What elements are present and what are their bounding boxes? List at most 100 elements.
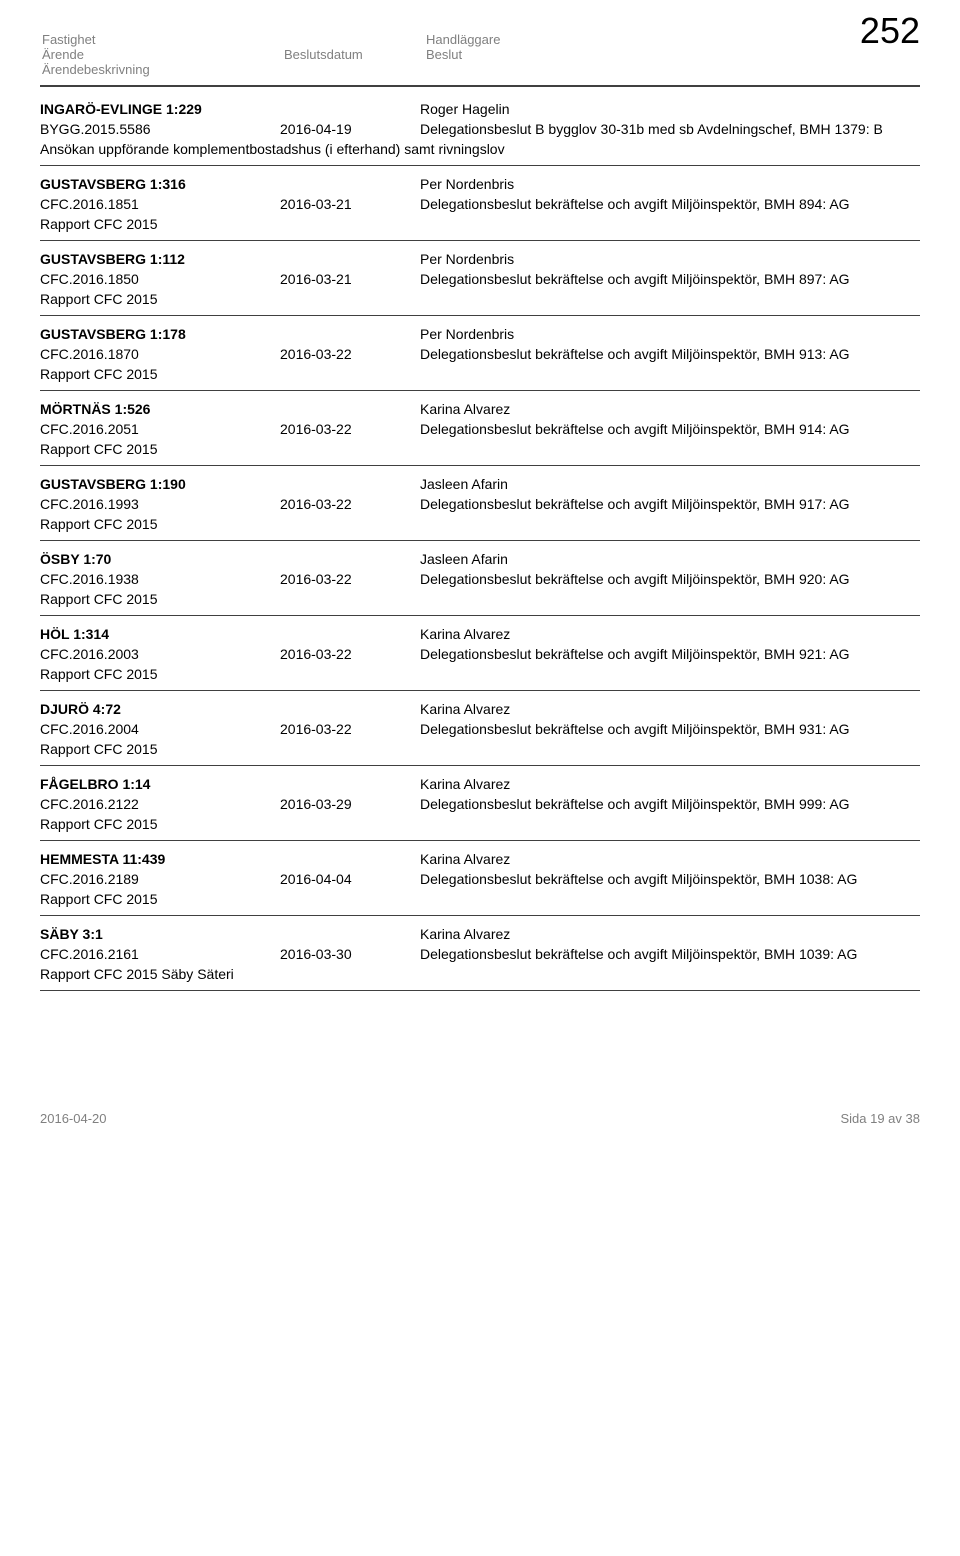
- entry: GUSTAVSBERG 1:178 Per Nordenbris CFC.201…: [40, 326, 920, 391]
- entry-decision: Delegationsbeslut bekräftelse och avgift…: [420, 346, 920, 362]
- entry-decision: Delegationsbeslut bekräftelse och avgift…: [420, 946, 920, 962]
- entry-date: 2016-03-22: [280, 721, 420, 737]
- entry-decision: Delegationsbeslut bekräftelse och avgift…: [420, 271, 920, 287]
- entry-description: Rapport CFC 2015: [40, 741, 920, 757]
- entry: HÖL 1:314 Karina Alvarez CFC.2016.2003 2…: [40, 626, 920, 691]
- entry-description: Rapport CFC 2015: [40, 441, 920, 457]
- entry-divider: [40, 990, 920, 991]
- header-arendebeskrivning: Ärendebeskrivning: [42, 62, 282, 77]
- entry-property: MÖRTNÄS 1:526: [40, 401, 420, 417]
- entry-date: 2016-03-22: [280, 421, 420, 437]
- entry-divider: [40, 840, 920, 841]
- entry-decision: Delegationsbeslut bekräftelse och avgift…: [420, 421, 920, 437]
- entry-property: SÄBY 3:1: [40, 926, 420, 942]
- entry-property: INGARÖ-EVLINGE 1:229: [40, 101, 420, 117]
- entry-property: GUSTAVSBERG 1:178: [40, 326, 420, 342]
- entry-property: FÅGELBRO 1:14: [40, 776, 420, 792]
- entry-decision: Delegationsbeslut bekräftelse och avgift…: [420, 196, 920, 212]
- entry: INGARÖ-EVLINGE 1:229 Roger Hagelin BYGG.…: [40, 101, 920, 166]
- entry-date: 2016-03-21: [280, 196, 420, 212]
- entry-divider: [40, 615, 920, 616]
- entry: DJURÖ 4:72 Karina Alvarez CFC.2016.2004 …: [40, 701, 920, 766]
- entry-description: Rapport CFC 2015: [40, 666, 920, 682]
- entry: HEMMESTA 11:439 Karina Alvarez CFC.2016.…: [40, 851, 920, 916]
- entry-date: 2016-03-22: [280, 571, 420, 587]
- entry: ÖSBY 1:70 Jasleen Afarin CFC.2016.1938 2…: [40, 551, 920, 616]
- entry-handler: Karina Alvarez: [420, 926, 920, 942]
- entry-case: CFC.2016.2161: [40, 946, 280, 962]
- entry-decision: Delegationsbeslut B bygglov 30-31b med s…: [420, 121, 920, 137]
- entry-handler: Roger Hagelin: [420, 101, 920, 117]
- entry-case: CFC.2016.2003: [40, 646, 280, 662]
- entry-divider: [40, 915, 920, 916]
- entry-handler: Karina Alvarez: [420, 776, 920, 792]
- entry-date: 2016-04-04: [280, 871, 420, 887]
- entry-decision: Delegationsbeslut bekräftelse och avgift…: [420, 496, 920, 512]
- entry-divider: [40, 240, 920, 241]
- entry-description: Ansökan uppförande komplementbostadshus …: [40, 141, 920, 157]
- entry-description: Rapport CFC 2015: [40, 216, 920, 232]
- entry-handler: Karina Alvarez: [420, 626, 920, 642]
- entry-decision: Delegationsbeslut bekräftelse och avgift…: [420, 796, 920, 812]
- entry-date: 2016-03-22: [280, 496, 420, 512]
- entry-case: CFC.2016.2004: [40, 721, 280, 737]
- entry-description: Rapport CFC 2015: [40, 891, 920, 907]
- entry-divider: [40, 315, 920, 316]
- entry-date: 2016-03-29: [280, 796, 420, 812]
- entry-description: Rapport CFC 2015: [40, 291, 920, 307]
- footer-date: 2016-04-20: [40, 1111, 107, 1126]
- entry-case: CFC.2016.1870: [40, 346, 280, 362]
- header-labels: Fastighet Ärende Ärendebeskrivning Beslu…: [40, 30, 920, 79]
- entry-description: Rapport CFC 2015 Säby Säteri: [40, 966, 920, 982]
- header-divider: [40, 85, 920, 87]
- entry-decision: Delegationsbeslut bekräftelse och avgift…: [420, 871, 920, 887]
- entry-property: GUSTAVSBERG 1:316: [40, 176, 420, 192]
- footer: 2016-04-20 Sida 19 av 38: [40, 1111, 920, 1126]
- entry-handler: Per Nordenbris: [420, 176, 920, 192]
- entry-case: CFC.2016.1993: [40, 496, 280, 512]
- header-fastighet: Fastighet: [42, 32, 282, 47]
- header-beslutsdatum: Beslutsdatum: [284, 47, 424, 62]
- entry-date: 2016-03-30: [280, 946, 420, 962]
- entry-handler: Jasleen Afarin: [420, 551, 920, 567]
- entry: GUSTAVSBERG 1:112 Per Nordenbris CFC.201…: [40, 251, 920, 316]
- entry-handler: Karina Alvarez: [420, 851, 920, 867]
- entry-divider: [40, 540, 920, 541]
- entry-handler: Karina Alvarez: [420, 401, 920, 417]
- entry-description: Rapport CFC 2015: [40, 816, 920, 832]
- entry-handler: Per Nordenbris: [420, 326, 920, 342]
- header-handlaggare: Handläggare: [426, 32, 918, 47]
- entry-decision: Delegationsbeslut bekräftelse och avgift…: [420, 721, 920, 737]
- entry-decision: Delegationsbeslut bekräftelse och avgift…: [420, 646, 920, 662]
- entry-divider: [40, 390, 920, 391]
- page-number: 252: [860, 10, 920, 52]
- entry-case: CFC.2016.2051: [40, 421, 280, 437]
- entry-case: CFC.2016.1850: [40, 271, 280, 287]
- entry-handler: Per Nordenbris: [420, 251, 920, 267]
- entry: MÖRTNÄS 1:526 Karina Alvarez CFC.2016.20…: [40, 401, 920, 466]
- entry-property: HEMMESTA 11:439: [40, 851, 420, 867]
- entry: FÅGELBRO 1:14 Karina Alvarez CFC.2016.21…: [40, 776, 920, 841]
- entry-decision: Delegationsbeslut bekräftelse och avgift…: [420, 571, 920, 587]
- entry-description: Rapport CFC 2015: [40, 366, 920, 382]
- entry-description: Rapport CFC 2015: [40, 516, 920, 532]
- entry-case: BYGG.2015.5586: [40, 121, 280, 137]
- entry-case: CFC.2016.2122: [40, 796, 280, 812]
- entry-property: ÖSBY 1:70: [40, 551, 420, 567]
- entry-case: CFC.2016.1938: [40, 571, 280, 587]
- entry-property: GUSTAVSBERG 1:190: [40, 476, 420, 492]
- entry-handler: Karina Alvarez: [420, 701, 920, 717]
- entry-property: HÖL 1:314: [40, 626, 420, 642]
- header-beslut: Beslut: [426, 47, 918, 62]
- footer-page: Sida 19 av 38: [840, 1111, 920, 1126]
- entry-divider: [40, 465, 920, 466]
- entry-divider: [40, 165, 920, 166]
- entry-date: 2016-03-21: [280, 271, 420, 287]
- entry: GUSTAVSBERG 1:316 Per Nordenbris CFC.201…: [40, 176, 920, 241]
- entry-date: 2016-04-19: [280, 121, 420, 137]
- entry-case: CFC.2016.1851: [40, 196, 280, 212]
- entry-description: Rapport CFC 2015: [40, 591, 920, 607]
- entry: GUSTAVSBERG 1:190 Jasleen Afarin CFC.201…: [40, 476, 920, 541]
- entry-property: DJURÖ 4:72: [40, 701, 420, 717]
- entry-case: CFC.2016.2189: [40, 871, 280, 887]
